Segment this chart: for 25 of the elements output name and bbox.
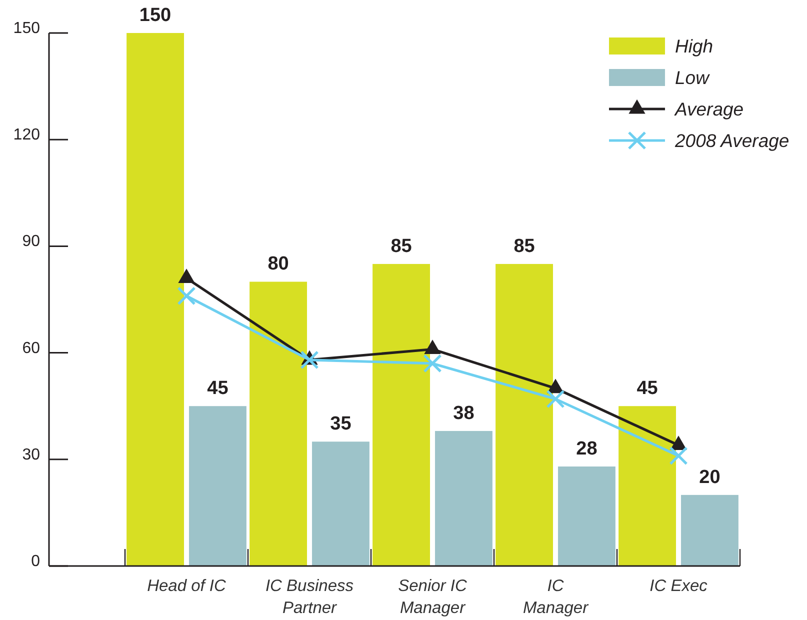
- legend-label: High: [675, 35, 714, 56]
- data-label: 45: [207, 378, 229, 400]
- data-label: 35: [330, 414, 352, 435]
- y-tick-label: 150: [13, 20, 40, 37]
- data-label: 38: [453, 402, 474, 424]
- x-tick-label: Senior IC Manager: [398, 577, 467, 617]
- y-tick-label: 0: [31, 553, 40, 570]
- x-tick-label: IC Business Partner: [265, 577, 354, 617]
- legend-label: Average: [674, 98, 744, 120]
- x-tick-label: IC Manager: [522, 577, 590, 617]
- legend-label: Low: [675, 66, 711, 88]
- data-label: 20: [699, 466, 720, 488]
- data-label: 28: [576, 438, 598, 460]
- data-label: 85: [514, 236, 536, 257]
- data-label: 80: [268, 254, 289, 275]
- data-label: 45: [636, 378, 658, 400]
- legend-label: 2008 Average: [674, 130, 790, 151]
- data-label: 150: [139, 5, 172, 26]
- data-label: 85: [390, 236, 412, 257]
- y-tick-label: 120: [13, 126, 40, 144]
- y-tick-label: 60: [22, 340, 40, 357]
- y-tick-label: 90: [22, 233, 40, 250]
- y-tick-label: 30: [22, 446, 40, 464]
- x-tick-label: IC Exec: [650, 577, 708, 595]
- x-tick-label: Head of IC: [147, 577, 226, 595]
